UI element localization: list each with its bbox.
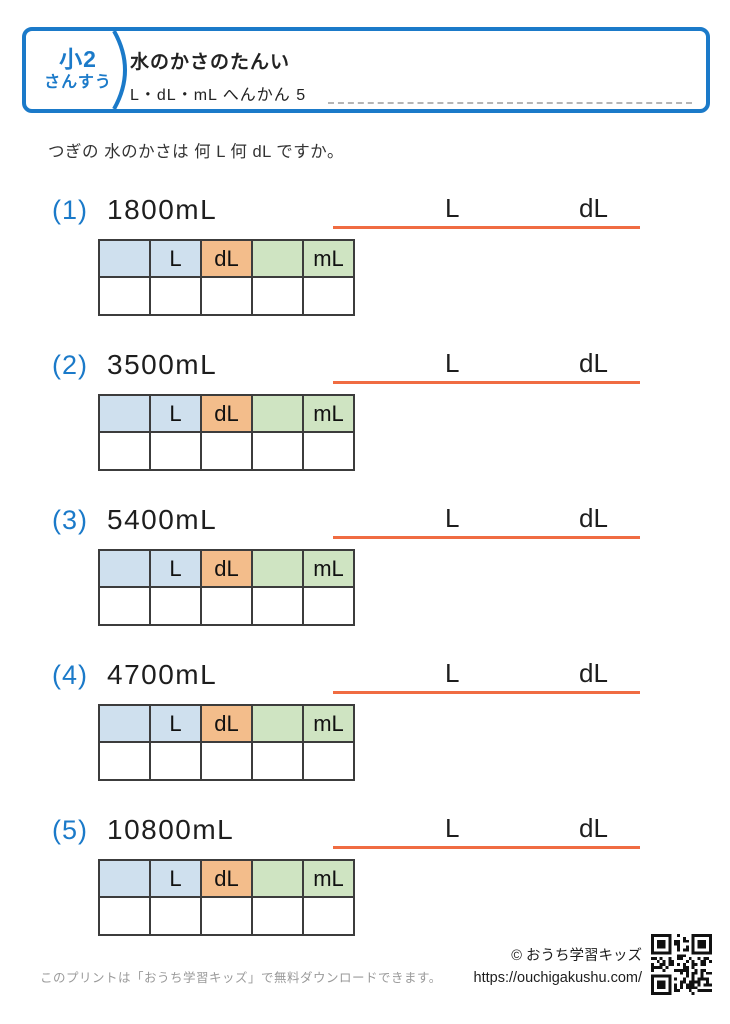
pv-header-mL: mL [302, 549, 355, 588]
pv-header-blank-blue [98, 394, 151, 433]
pv-write-cell[interactable] [251, 896, 304, 936]
pv-header-blank-blue [98, 704, 151, 743]
pv-header-blank-green [251, 549, 304, 588]
pv-write-cell[interactable] [200, 896, 253, 936]
footer-copyright: © おうち学習キッズ [511, 948, 642, 964]
answer-unit-dl: dL [579, 348, 608, 378]
pv-write-cell[interactable] [98, 276, 151, 316]
answer-unit-l: L [445, 658, 460, 688]
pv-header-L: L [149, 549, 202, 588]
pv-header-dL: dL [200, 704, 253, 743]
pv-write-cell[interactable] [149, 586, 202, 626]
pv-header-blank-green [251, 239, 304, 278]
instruction-text: つぎの 水のかさは 何 L 何 dL ですか。 [48, 143, 344, 161]
answer-unit-dl: dL [579, 503, 608, 533]
answer-unit-dl: dL [579, 193, 608, 223]
pv-header-dL: dL [200, 394, 253, 433]
pv-header-L: L [149, 704, 202, 743]
pv-header-dL: dL [200, 859, 253, 898]
pv-header-mL: mL [302, 704, 355, 743]
pv-write-cell[interactable] [200, 276, 253, 316]
problem-value: 3500mL [107, 349, 218, 380]
badge-arc-divider [112, 31, 127, 109]
problem-number: (5) [52, 815, 88, 845]
pv-write-cell[interactable] [302, 896, 355, 936]
pv-header-blank-green [251, 704, 304, 743]
pv-write-cell[interactable] [149, 741, 202, 781]
pv-header-blank-blue [98, 239, 151, 278]
problem-value: 5400mL [107, 504, 218, 535]
problem-number: (1) [52, 195, 88, 225]
pv-write-cell[interactable] [98, 431, 151, 471]
problem-4: (4) 4700mL L dL L dL mL [0, 655, 730, 805]
pv-write-cell[interactable] [98, 741, 151, 781]
qr-code [651, 934, 712, 995]
place-value-table: L dL mL [98, 394, 355, 471]
pv-write-cell[interactable] [302, 276, 355, 316]
pv-write-cell[interactable] [302, 586, 355, 626]
pv-write-cell[interactable] [200, 586, 253, 626]
place-value-table: L dL mL [98, 549, 355, 626]
pv-header-dL: dL [200, 549, 253, 588]
answer-unit-l: L [445, 503, 460, 533]
problem-3: (3) 5400mL L dL L dL mL [0, 500, 730, 650]
problem-5: (5) 10800mL L dL L dL mL [0, 810, 730, 960]
problem-1: (1) 1800mL L dL L dL mL [0, 190, 730, 340]
answer-line[interactable]: L dL [333, 810, 640, 849]
worksheet-subtitle: L・dL・mL へんかん 5 [130, 87, 307, 104]
problem-value: 10800mL [107, 814, 235, 845]
grade-label: 小2 [59, 45, 97, 72]
footer-url: https://ouchigakushu.com/ [473, 970, 642, 986]
problem-number: (4) [52, 660, 88, 690]
pv-header-blank-blue [98, 859, 151, 898]
pv-header-L: L [149, 394, 202, 433]
pv-write-cell[interactable] [149, 896, 202, 936]
answer-line[interactable]: L dL [333, 500, 640, 539]
worksheet-title: 水のかさのたんい [130, 52, 291, 73]
pv-write-cell[interactable] [251, 431, 304, 471]
pv-header-blank-green [251, 394, 304, 433]
name-dashed-line [328, 102, 692, 104]
pv-header-L: L [149, 859, 202, 898]
place-value-table: L dL mL [98, 704, 355, 781]
problem-value: 1800mL [107, 194, 218, 225]
problem-value: 4700mL [107, 659, 218, 690]
pv-write-cell[interactable] [251, 586, 304, 626]
answer-unit-dl: dL [579, 813, 608, 843]
pv-header-mL: mL [302, 394, 355, 433]
pv-header-L: L [149, 239, 202, 278]
answer-unit-l: L [445, 348, 460, 378]
pv-header-blank-green [251, 859, 304, 898]
answer-unit-dl: dL [579, 658, 608, 688]
place-value-table: L dL mL [98, 859, 355, 936]
answer-unit-l: L [445, 193, 460, 223]
answer-line[interactable]: L dL [333, 655, 640, 694]
problem-number: (3) [52, 505, 88, 535]
pv-header-mL: mL [302, 239, 355, 278]
place-value-table: L dL mL [98, 239, 355, 316]
pv-write-cell[interactable] [200, 431, 253, 471]
worksheet-header: 小2 さんすう 水のかさのたんい L・dL・mL へんかん 5 [22, 27, 710, 113]
pv-header-mL: mL [302, 859, 355, 898]
pv-write-cell[interactable] [149, 431, 202, 471]
grade-badge: 小2 さんすう [26, 31, 130, 109]
problem-number: (2) [52, 350, 88, 380]
answer-line[interactable]: L dL [333, 190, 640, 229]
footer-note: このプリントは「おうち学習キッズ」で無料ダウンロードできます。 [40, 971, 442, 985]
pv-write-cell[interactable] [200, 741, 253, 781]
pv-write-cell[interactable] [302, 741, 355, 781]
pv-write-cell[interactable] [251, 741, 304, 781]
pv-write-cell[interactable] [302, 431, 355, 471]
answer-unit-l: L [445, 813, 460, 843]
pv-header-blank-blue [98, 549, 151, 588]
pv-write-cell[interactable] [251, 276, 304, 316]
pv-write-cell[interactable] [149, 276, 202, 316]
problem-2: (2) 3500mL L dL L dL mL [0, 345, 730, 495]
pv-write-cell[interactable] [98, 896, 151, 936]
answer-line[interactable]: L dL [333, 345, 640, 384]
pv-write-cell[interactable] [98, 586, 151, 626]
pv-header-dL: dL [200, 239, 253, 278]
subject-label: さんすう [44, 74, 112, 92]
